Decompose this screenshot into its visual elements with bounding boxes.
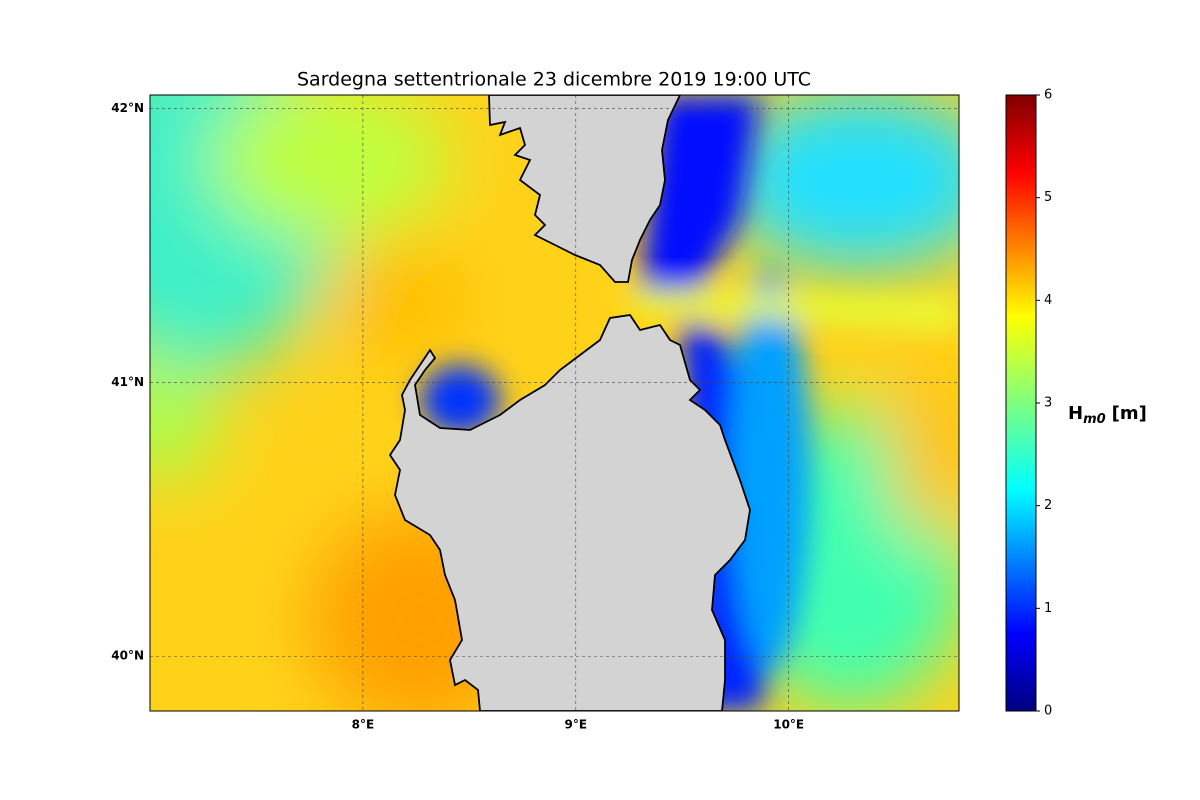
graticule xyxy=(150,95,959,711)
wave-field xyxy=(150,95,959,711)
label-main: H xyxy=(1068,403,1083,424)
x-tick-label: 8°E xyxy=(352,718,375,732)
colorbar-tick-label: 4 xyxy=(1044,293,1052,308)
colorbar xyxy=(1005,94,1037,712)
colorbar-tick-label: 5 xyxy=(1044,190,1052,205)
x-tick-label: 10°E xyxy=(773,718,804,732)
y-tick-label: 42°N xyxy=(111,101,144,115)
colorbar-tick-label: 6 xyxy=(1044,88,1052,103)
colorbar-tick-label: 1 xyxy=(1044,601,1052,616)
colorbar-tick-label: 2 xyxy=(1044,498,1052,513)
colorbar-label: Hm0 [m] xyxy=(1068,403,1147,427)
plot-frame xyxy=(149,94,960,712)
y-tick-label: 41°N xyxy=(111,375,144,389)
label-sub: m0 xyxy=(1083,412,1106,427)
colorbar-tick-label: 0 xyxy=(1044,704,1052,719)
colorbar-tick-label: 3 xyxy=(1044,396,1052,411)
x-tick-label: 9°E xyxy=(565,718,588,732)
y-tick-label: 40°N xyxy=(111,649,144,663)
map-title: Sardegna settentrionale 23 dicembre 2019… xyxy=(297,69,811,91)
label-unit: [m] xyxy=(1112,403,1147,424)
